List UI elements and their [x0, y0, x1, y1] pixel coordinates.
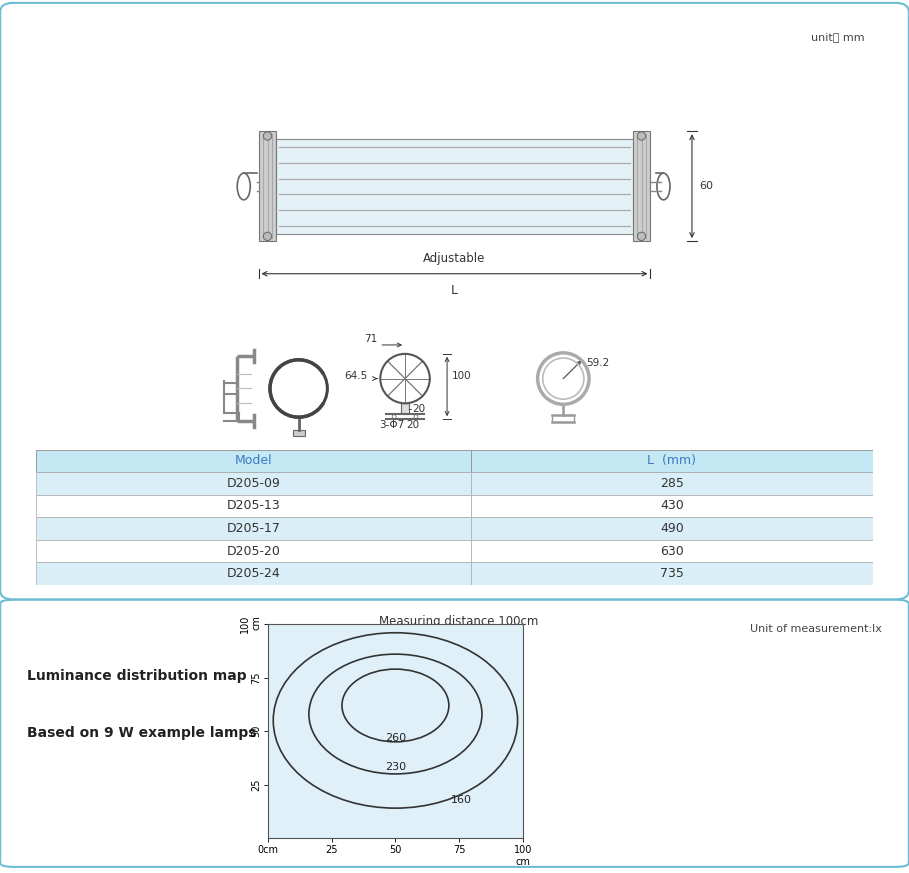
Bar [36, 450, 471, 472]
FancyBboxPatch shape [0, 600, 909, 867]
Bar [471, 450, 873, 472]
Bar [258, 131, 276, 241]
Text: 64.5: 64.5 [345, 371, 368, 382]
Text: Unit of measurement:lx: Unit of measurement:lx [750, 623, 882, 634]
Bar [401, 403, 409, 414]
Bar [471, 562, 873, 585]
Text: D205-09: D205-09 [227, 477, 281, 490]
Bar [293, 430, 305, 436]
Text: 230: 230 [385, 762, 406, 773]
Text: 20: 20 [412, 404, 425, 414]
Text: 71: 71 [365, 334, 377, 344]
Text: 60: 60 [699, 182, 713, 191]
Text: D205-20: D205-20 [227, 545, 281, 558]
Text: 59.2: 59.2 [586, 358, 610, 368]
Bar [471, 495, 873, 517]
Bar [36, 472, 471, 495]
Text: Adjustable: Adjustable [424, 251, 485, 265]
Text: 630: 630 [660, 545, 684, 558]
Text: D205-24: D205-24 [227, 567, 281, 581]
Circle shape [414, 415, 418, 419]
Bar [471, 517, 873, 540]
Text: 20: 20 [406, 420, 419, 430]
Text: 100: 100 [452, 371, 472, 382]
Circle shape [264, 132, 272, 141]
Bar [36, 517, 471, 540]
Bar [36, 562, 471, 585]
Bar [276, 139, 633, 234]
Bar [471, 472, 873, 495]
Text: Luminance distribution map: Luminance distribution map [27, 669, 246, 683]
Circle shape [392, 415, 396, 419]
Bar [36, 540, 471, 562]
Text: D205-17: D205-17 [227, 522, 281, 535]
Text: Based on 9 W example lamps: Based on 9 W example lamps [27, 726, 256, 740]
Text: 3-Φ7: 3-Φ7 [379, 420, 405, 430]
Bar [471, 540, 873, 562]
Text: D205-13: D205-13 [227, 499, 281, 512]
Bar [633, 131, 651, 241]
Text: 260: 260 [385, 732, 406, 743]
Text: Measuring distance 100cm: Measuring distance 100cm [379, 615, 539, 629]
FancyBboxPatch shape [0, 3, 909, 600]
Circle shape [264, 232, 272, 240]
Text: 160: 160 [451, 794, 472, 805]
Text: 490: 490 [660, 522, 684, 535]
Text: Model: Model [235, 454, 273, 467]
Text: unit： mm: unit： mm [811, 32, 864, 42]
Circle shape [637, 232, 645, 240]
Text: 430: 430 [660, 499, 684, 512]
Bar [36, 495, 471, 517]
Circle shape [637, 132, 645, 141]
Text: 735: 735 [660, 567, 684, 581]
Text: L  (mm): L (mm) [647, 454, 696, 467]
Text: 285: 285 [660, 477, 684, 490]
Text: L: L [451, 285, 458, 298]
